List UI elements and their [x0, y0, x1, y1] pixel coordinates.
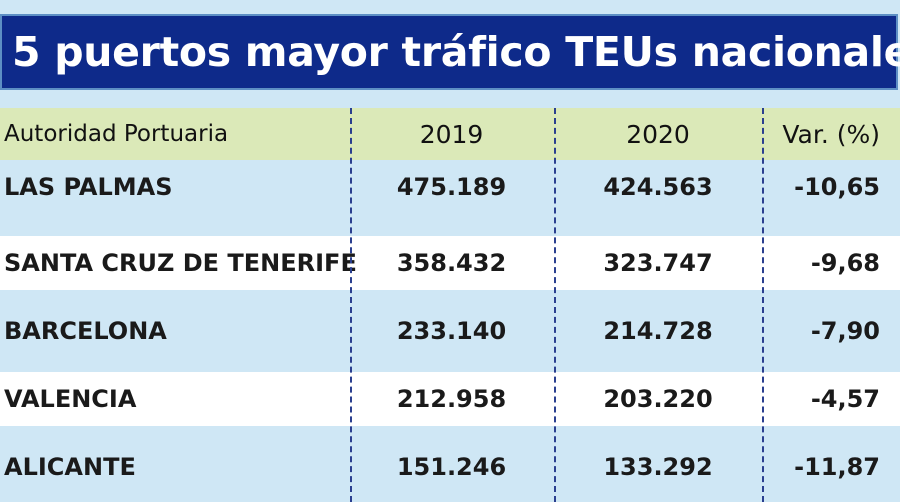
- teus-2019: 212.958: [396, 385, 507, 413]
- teus-2020: 214.728: [603, 317, 713, 345]
- table-row: SANTA CRUZ DE TENERIFE 358.432 323.747 -…: [0, 236, 900, 290]
- table-row: VALENCIA 212.958 203.220 -4,57: [0, 372, 900, 426]
- teus-2020: 424.563: [603, 173, 713, 201]
- header-variation: Var. (%): [782, 119, 880, 149]
- column-divider: [554, 108, 556, 502]
- table-row: LAS PALMAS 475.189 424.563 -10,65: [0, 160, 900, 214]
- column-divider: [350, 108, 352, 502]
- variation-percent: -9,68: [810, 249, 880, 277]
- teus-2020: 203.220: [603, 385, 713, 413]
- port-name: LAS PALMAS: [4, 173, 173, 201]
- port-name: VALENCIA: [4, 385, 137, 413]
- variation-percent: -7,90: [810, 317, 880, 345]
- port-name: SANTA CRUZ DE TENERIFE: [4, 249, 357, 277]
- teus-2019: 475.189: [396, 173, 507, 201]
- teus-2019: 358.432: [396, 249, 507, 277]
- teus-2019: 151.246: [396, 453, 507, 481]
- header-autoridad-portuaria: Autoridad Portuaria: [4, 121, 229, 147]
- teus-2020: 133.292: [603, 453, 713, 481]
- table-header: Autoridad Portuaria 2019 2020 Var. (%): [0, 108, 900, 160]
- variation-percent: -4,57: [810, 385, 880, 413]
- page-title: 5 puertos mayor tráfico TEUs nacionales: [12, 28, 900, 76]
- title-banner: 5 puertos mayor tráfico TEUs nacionales: [0, 14, 900, 90]
- port-name: BARCELONA: [4, 317, 167, 345]
- teus-2020: 323.747: [603, 249, 713, 277]
- port-name: ALICANTE: [4, 453, 136, 481]
- teus-2019: 233.140: [396, 317, 507, 345]
- variation-percent: -11,87: [794, 453, 880, 481]
- variation-percent: -10,65: [794, 173, 880, 201]
- header-2019: 2019: [419, 119, 484, 149]
- table-row: ALICANTE 151.246 133.292 -11,87: [0, 440, 900, 494]
- column-divider: [762, 108, 764, 502]
- table-row: BARCELONA 233.140 214.728 -7,90: [0, 304, 900, 358]
- header-2020: 2020: [626, 119, 690, 149]
